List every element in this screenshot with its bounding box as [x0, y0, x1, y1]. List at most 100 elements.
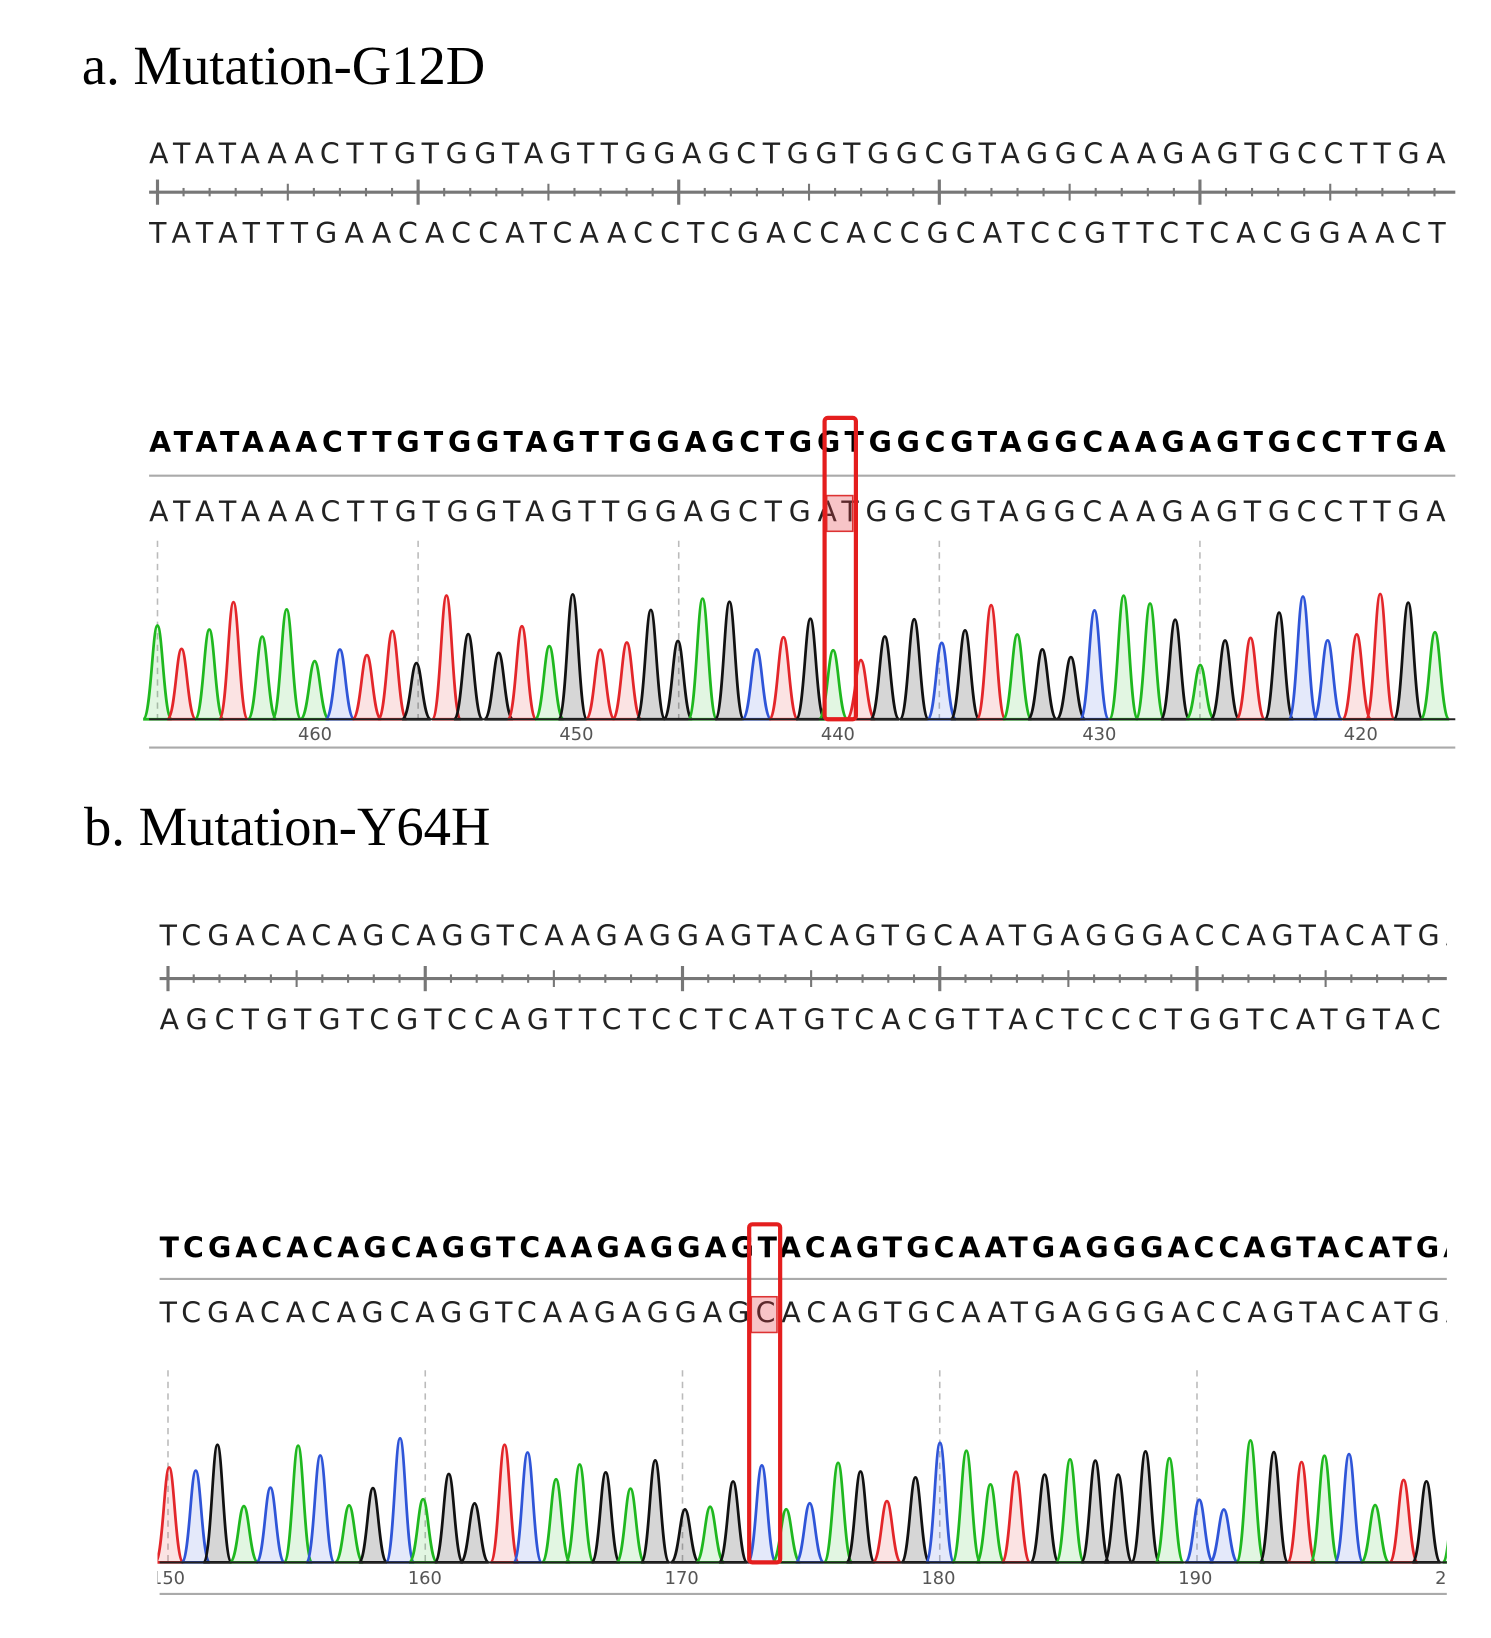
- peak: [794, 1501, 826, 1564]
- peak: [1263, 611, 1295, 721]
- peak: [376, 629, 409, 721]
- complement-sequence: TATATTTGAACACCATCAACCTCGACCACCGCATCCGTTC…: [148, 217, 1446, 250]
- peak: [299, 659, 331, 721]
- peak: [1102, 1473, 1134, 1564]
- peak: [950, 1449, 982, 1564]
- peak: [1055, 655, 1087, 721]
- peak: [1029, 1473, 1061, 1564]
- peak: [1392, 601, 1424, 721]
- peak: [1054, 1458, 1086, 1564]
- peak: [949, 628, 981, 721]
- peak: [407, 1497, 439, 1564]
- panel-title: b. Mutation-Y64H: [84, 796, 490, 857]
- peak: [611, 641, 643, 721]
- peak: [1341, 632, 1373, 721]
- peak: [845, 658, 877, 721]
- peak: [770, 1507, 802, 1564]
- peak: [270, 607, 303, 721]
- peak: [357, 1486, 389, 1564]
- peak: [141, 624, 174, 721]
- peak: [694, 1505, 726, 1564]
- peak: [564, 1463, 596, 1564]
- peak: [1208, 1508, 1240, 1564]
- peak: [717, 1480, 749, 1564]
- peak: [1026, 647, 1059, 721]
- axis-label: 450: [559, 724, 593, 745]
- peak: [557, 592, 589, 721]
- peak: [459, 1501, 491, 1564]
- axis-label: 170: [665, 1568, 699, 1589]
- axis-label: 190: [1178, 1568, 1212, 1589]
- peak: [452, 632, 484, 721]
- peak: [246, 635, 278, 721]
- peak: [1130, 1450, 1162, 1564]
- peak: [974, 1482, 1006, 1564]
- titles: a. Mutation-G12D b. Mutation-Y64H: [82, 35, 490, 857]
- peak: [254, 1486, 286, 1564]
- peak: [767, 635, 800, 721]
- peak: [180, 1469, 212, 1564]
- mutation-cell: [750, 1295, 778, 1334]
- peak: [1079, 1459, 1111, 1564]
- peak: [746, 1463, 778, 1564]
- peak: [615, 1487, 647, 1564]
- peak: [1258, 1450, 1290, 1564]
- peak: [1000, 1470, 1032, 1564]
- peak: [282, 1444, 314, 1564]
- peak: [157, 1466, 185, 1564]
- peak: [1410, 1479, 1442, 1564]
- peak: [845, 1470, 876, 1564]
- peak: [193, 628, 225, 721]
- peak: [924, 1441, 956, 1564]
- peak: [430, 594, 463, 721]
- peak: [794, 617, 827, 721]
- peak: [899, 1475, 931, 1564]
- peak: [1234, 636, 1267, 721]
- peak: [506, 624, 538, 721]
- mutation-box: [747, 1222, 783, 1565]
- peak: [1001, 633, 1033, 721]
- peak: [165, 647, 198, 721]
- peak: [351, 653, 383, 721]
- peak: [1134, 602, 1166, 721]
- peak: [669, 1507, 701, 1564]
- axis-label: 420: [1344, 724, 1378, 745]
- mutation-box: [822, 415, 858, 722]
- peak: [686, 597, 719, 721]
- peak: [540, 1477, 572, 1564]
- peak: [975, 603, 1007, 721]
- mutation-cell: [825, 494, 854, 533]
- peak: [1078, 609, 1111, 721]
- peak: [384, 1436, 416, 1564]
- peak: [584, 648, 616, 721]
- peak: [512, 1451, 544, 1564]
- peak: [1419, 630, 1451, 721]
- peak: [400, 661, 433, 721]
- complement-sequence: AGCTGTGTCGTCCAGTTCTCCTCATGTCACGTTACTCCCT…: [160, 1004, 1466, 1037]
- peak: [635, 608, 667, 721]
- peak: [1286, 1460, 1318, 1564]
- peak: [1441, 1540, 1447, 1564]
- panel-b: TCGACACAGCAGGTCAAGAGGAGTACAGTGCAATGAGGGA…: [157, 920, 1469, 1595]
- peak: [1359, 1503, 1391, 1564]
- peak: [662, 639, 694, 721]
- peak: [533, 644, 565, 721]
- peak: [483, 651, 515, 721]
- top-sequence: ATATAAACTTGTGGTAGTTGGAGCTGGTGGCGTAGGCAAG…: [149, 137, 1446, 170]
- peak: [1388, 1478, 1420, 1564]
- peak: [741, 648, 773, 721]
- peak: [304, 1454, 336, 1564]
- peak: [1364, 592, 1396, 721]
- peak: [217, 600, 250, 721]
- peak: [590, 1471, 622, 1564]
- axis-label: 430: [1082, 724, 1116, 745]
- peak: [228, 1504, 260, 1564]
- peak: [1107, 594, 1140, 721]
- peak: [1234, 1439, 1266, 1564]
- axis-label: 200: [1435, 1568, 1469, 1589]
- reference-sequence: TCGACACAGCAGGTCAAGAGGAGTACAGTGCAATGAGGGA…: [160, 1232, 1466, 1265]
- peak: [201, 1443, 233, 1564]
- peak: [639, 1458, 671, 1564]
- peak: [926, 641, 958, 721]
